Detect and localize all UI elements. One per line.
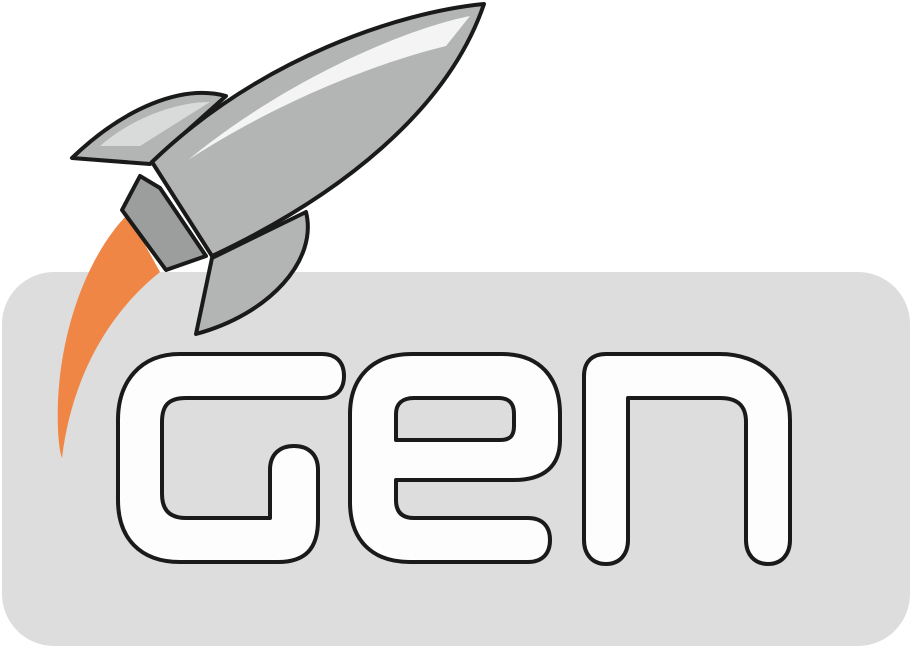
letter-e (348, 352, 562, 564)
flame-trail (57, 214, 161, 458)
rocket-fin-highlight (100, 102, 210, 146)
wordmark-gen (116, 352, 792, 566)
letter-g (116, 352, 346, 564)
rocket-fin-lower (194, 210, 310, 336)
letter-n (582, 352, 792, 566)
rocket-nozzle (120, 174, 208, 272)
rocket-highlight (188, 16, 470, 160)
rocket-body (150, 2, 486, 258)
